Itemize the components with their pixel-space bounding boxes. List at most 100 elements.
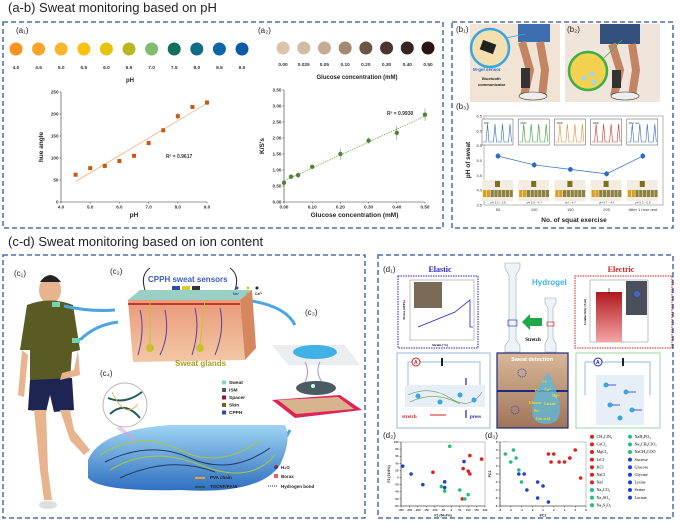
x-tick-label: 0.40 — [392, 205, 401, 210]
hydrogel-label: Hydrogel — [532, 278, 567, 287]
section-title-ion: (c-d) Sweat monitoring based on ion cont… — [8, 234, 263, 249]
inset-label: 100th — [520, 121, 527, 125]
swatch-label: 7.5 — [171, 65, 178, 71]
legend-marker-icon — [590, 472, 594, 477]
legend-marker-icon — [590, 465, 594, 470]
y-tick-label: -20 — [394, 483, 398, 487]
data-point — [531, 162, 537, 168]
x-tick-label: 8 — [585, 508, 587, 512]
conduction-circuit: A — [575, 352, 661, 429]
y-tick-label: 5.0 — [476, 158, 482, 163]
y-tick-label: 100 — [394, 440, 399, 444]
color-swatch — [297, 41, 311, 55]
y-tick-label: 6.0 — [476, 128, 482, 133]
sweat-detection-label: Sweat detection — [511, 357, 554, 363]
legend-label: Glucose — [635, 464, 649, 469]
swatch-label: 0.40 — [403, 62, 413, 68]
section-title-ph: (a-b) Sweat monitoring based on pH — [8, 0, 217, 15]
x-tick-label: -8 — [499, 508, 502, 512]
data-point — [442, 480, 447, 484]
x-tick-label: 0.30 — [364, 205, 373, 210]
x-axis-title: PC1 — [540, 513, 547, 517]
swatch-label: 0.05 — [320, 62, 330, 68]
x-tick-label: -300 — [398, 508, 404, 512]
panel-label-c2: (c₂) — [110, 267, 123, 276]
c3-sensor-device — [272, 345, 362, 418]
swatch-label: 9.0 — [239, 65, 246, 71]
panel-b-border — [451, 21, 674, 229]
x-tick-label: 100 — [466, 508, 471, 512]
ph-strip-image: pH 5.0 – 4.7 — [518, 180, 550, 205]
data-point — [511, 448, 516, 452]
data-point — [366, 138, 371, 143]
panel-label-d3: (d₃) — [485, 431, 498, 440]
data-point — [535, 496, 540, 500]
y-axis-title: pH of sweat — [465, 141, 472, 178]
ion-legend: Na⁺ K⁺ Ca²⁺ — [233, 286, 263, 296]
data-point — [568, 167, 573, 172]
data-point — [132, 153, 136, 158]
hydrogel-dogbone-large — [504, 262, 521, 353]
color-swatch — [400, 41, 414, 55]
data-point — [102, 163, 107, 168]
x-tick-label: 5.0 — [87, 205, 94, 210]
elastic-box — [397, 275, 479, 349]
legend-marker-icon — [628, 480, 632, 485]
legend-label: NaI — [597, 480, 604, 485]
sweat-rate-inset: 50th — [481, 118, 514, 146]
color-swatch — [9, 42, 23, 56]
chart-hue-angle-vs-ph: 4.0 5.0 6.0 7.0 8.0 9.0 0 50 100 150 200 250 pH hue a… — [38, 90, 211, 220]
data-point — [573, 448, 578, 452]
data-point — [549, 460, 553, 464]
y-tick-label: 4.5 — [476, 173, 482, 178]
drop-species-label: Ca²⁺ — [544, 388, 551, 392]
data-point — [495, 153, 501, 159]
color-swatch — [54, 42, 68, 56]
elastic-title: Elastic — [428, 265, 452, 274]
legend-marker-icon — [628, 488, 632, 492]
ion-ca: Ca²⁺ — [255, 292, 263, 296]
material-legend: PVA chain TOCNF/PANI — [195, 475, 237, 489]
inset-label: 200th — [593, 121, 600, 125]
legend-label: CH₃ClN₂ — [597, 434, 613, 439]
data-point — [310, 164, 315, 169]
strain-axis-label: Strain (%) — [432, 343, 449, 347]
x-axis-title: pH — [130, 212, 139, 219]
x-axis-title: Glucose concentration (mM) — [311, 212, 399, 219]
inset-label: 150th — [556, 121, 563, 125]
legend-marker-icon — [628, 457, 632, 462]
legend-label: CaCl₂ — [597, 442, 608, 447]
data-point — [439, 484, 444, 489]
chart-pca-d2: -300 -250 -200 -150 -100 -50 0 50 100 150 200-80-6… — [387, 440, 488, 517]
data-point — [535, 480, 540, 484]
x-tick-label: 0.50 — [421, 205, 430, 210]
legend-label: Glycine — [635, 472, 648, 477]
y-axis-title: hue angle — [38, 131, 45, 162]
data-point — [525, 488, 529, 492]
stress-axis-label: Stress (MPa) — [402, 300, 406, 320]
x-tick-label: 2 — [553, 508, 555, 512]
y-tick-label: 3.50 — [273, 88, 282, 93]
drop-species-label: K⁺ — [535, 389, 540, 393]
y-tick-label: 4.0 — [476, 188, 482, 193]
panel-label-d1: (d₁) — [383, 265, 396, 274]
data-point — [295, 172, 301, 178]
x-tick-label: 7.0 — [145, 205, 152, 210]
y-tick-label: 0 — [56, 200, 59, 205]
ion-na: Na⁺ — [233, 292, 240, 296]
data-point — [288, 174, 294, 179]
sweat-drop-species: Cl⁻ K⁺ Ca²⁺Mg²⁺ Glucose Lactate Na⁺ Uric acid — [529, 380, 560, 421]
panel-d-border — [377, 254, 674, 519]
x-tick-label: -4 — [520, 508, 523, 512]
inset-label: After rest — [629, 121, 640, 125]
ph-strip-image: pH ~ 4.7 — [554, 180, 586, 205]
y-tick-label: 0.50 — [273, 184, 282, 189]
x-tick-label: -200 — [415, 508, 421, 512]
color-swatch — [421, 41, 435, 55]
color-swatch — [235, 42, 249, 56]
color-swatch — [190, 42, 204, 56]
x-tick-label: -2 — [531, 508, 534, 512]
panel-label-a1: (a₁) — [16, 26, 29, 35]
data-point — [442, 485, 447, 490]
sweat-detection-photo — [496, 352, 569, 429]
